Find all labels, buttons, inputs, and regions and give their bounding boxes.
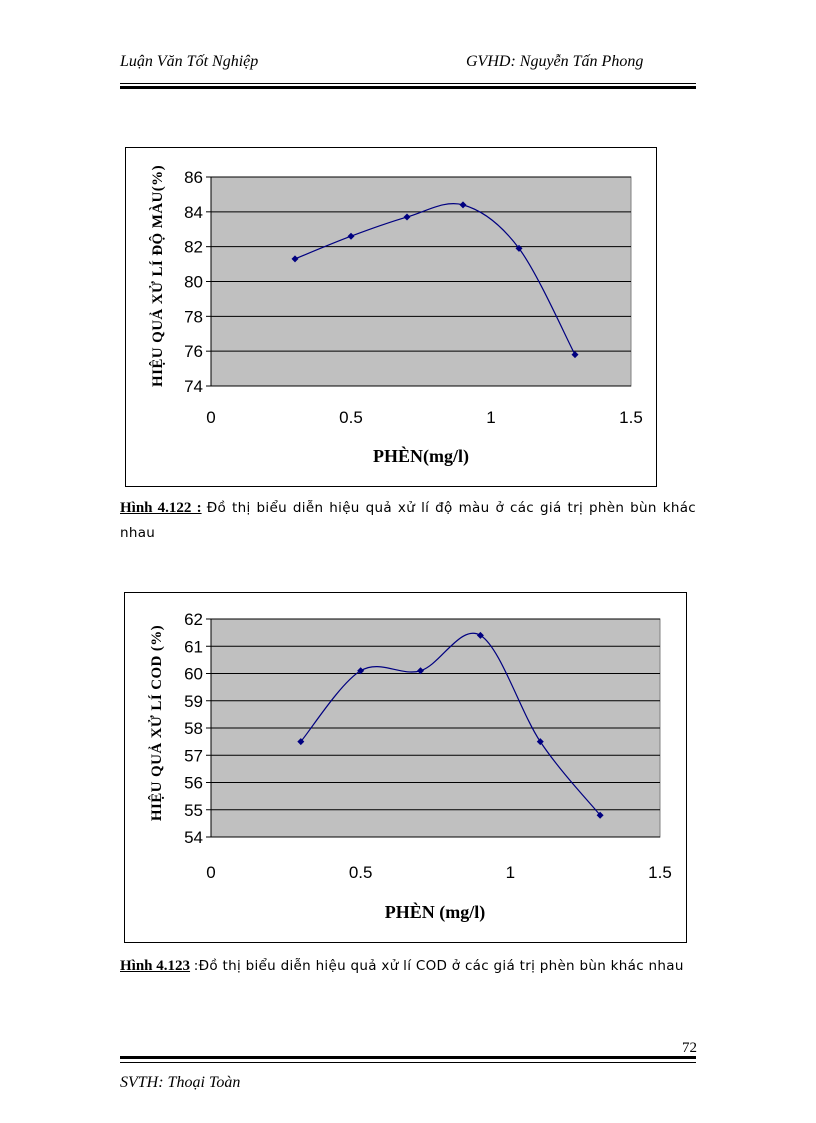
chart-color-removal-svg: 74 76 78 80 82 84 86 0 0.5 1 1.5 PHÈN(mg/l) HIỆU QUẢ… [149, 165, 643, 467]
figure1-caption: Hình 4.122 : Đồ thị biểu diễn hiệu quả x… [120, 496, 696, 546]
chart1-y-tick-label: 80 [184, 273, 203, 292]
chart2-y-axis-label: HIỆU QUẢ XỬ LÍ COD (%) [148, 625, 165, 821]
chart2-y-tick-label: 54 [184, 828, 203, 847]
chart1-y-tick-label: 86 [184, 168, 203, 187]
chart1-x-axis-label: PHÈN(mg/l) [373, 445, 469, 467]
chart2-x-tick-label: 1 [506, 863, 515, 882]
chart1-data-point [291, 255, 299, 263]
chart2-y-tick-label: 56 [184, 774, 203, 793]
figure2-caption: Hình 4.123 :Đồ thị biểu diễn hiệu quả xử… [120, 954, 696, 979]
page-number: 72 [682, 1040, 697, 1056]
chart2-y-tick-label: 61 [184, 637, 203, 656]
chart2-x-tick-label: 0.5 [349, 863, 373, 882]
chart1-x-tick-label: 1 [486, 408, 495, 427]
chart-cod-removal: 54 55 56 57 58 59 60 61 62 0 0.5 1 1.5 PHÈN (mg/l) HIỆ… [124, 592, 687, 943]
chart2-x-tick-label: 1.5 [648, 863, 672, 882]
chart1-y-tick-label: 78 [184, 307, 203, 326]
figure2-label: Hình 4.123 [120, 958, 191, 974]
chart1-y-tick-label: 74 [184, 377, 203, 396]
figure2-text: :Đồ thị biểu diễn hiệu quả xử lí COD ở c… [193, 958, 684, 974]
chart2-data-point [596, 811, 604, 819]
chart2-data-point [417, 667, 425, 675]
chart1-y-tick-label: 76 [184, 342, 203, 361]
chart1-data-point [347, 232, 355, 240]
chart2-y-tick-label: 57 [184, 746, 203, 765]
header-rule-thin [120, 83, 696, 84]
header-advisor: GVHD: Nguyễn Tấn Phong [466, 53, 644, 70]
chart2-data-point [357, 667, 365, 675]
footer-author: SVTH: Thoại Toàn [120, 1074, 241, 1091]
chart1-y-axis-label: HIỆU QUẢ XỬ LÍ ĐỘ MÀU(%) [149, 165, 166, 387]
chart2-data-point [476, 631, 484, 639]
chart1-data-point [403, 213, 411, 221]
figure1-text: Đồ thị biểu diễn hiệu quả xử lí độ màu ở… [120, 500, 697, 541]
header-rule-thick [120, 86, 696, 89]
chart2-data-point [536, 738, 544, 746]
chart1-data-point [459, 201, 467, 209]
chart2-y-tick-label: 62 [184, 610, 203, 629]
chart-color-removal: 74 76 78 80 82 84 86 0 0.5 1 1.5 PHÈN(mg/l) HIỆU QUẢ… [125, 147, 657, 487]
chart1-data-point [571, 351, 579, 359]
chart1-y-tick-label: 84 [184, 203, 203, 222]
chart2-y-tick-label: 60 [184, 665, 203, 684]
footer-rule-thin [120, 1062, 696, 1063]
chart2-x-tick-label: 0 [206, 863, 215, 882]
chart1-x-tick-label: 1.5 [619, 408, 643, 427]
chart2-x-axis-label: PHÈN (mg/l) [385, 901, 486, 923]
chart1-y-tick-label: 82 [184, 238, 203, 257]
chart2-y-tick-label: 59 [184, 692, 203, 711]
chart1-data-point [515, 244, 523, 252]
chart-cod-removal-svg: 54 55 56 57 58 59 60 61 62 0 0.5 1 1.5 PHÈN (mg/l) HIỆ… [148, 610, 672, 923]
chart2-y-tick-label: 55 [184, 801, 203, 820]
header-title: Luận Văn Tốt Nghiệp [120, 53, 259, 70]
footer-rule-thick [120, 1056, 696, 1059]
figure1-label: Hình 4.122 : [120, 500, 202, 516]
chart2-y-tick-label: 58 [184, 719, 203, 738]
chart2-data-point [297, 738, 305, 746]
chart1-x-tick-label: 0 [206, 408, 215, 427]
chart1-x-tick-label: 0.5 [339, 408, 363, 427]
chart2-series-line [300, 632, 601, 816]
